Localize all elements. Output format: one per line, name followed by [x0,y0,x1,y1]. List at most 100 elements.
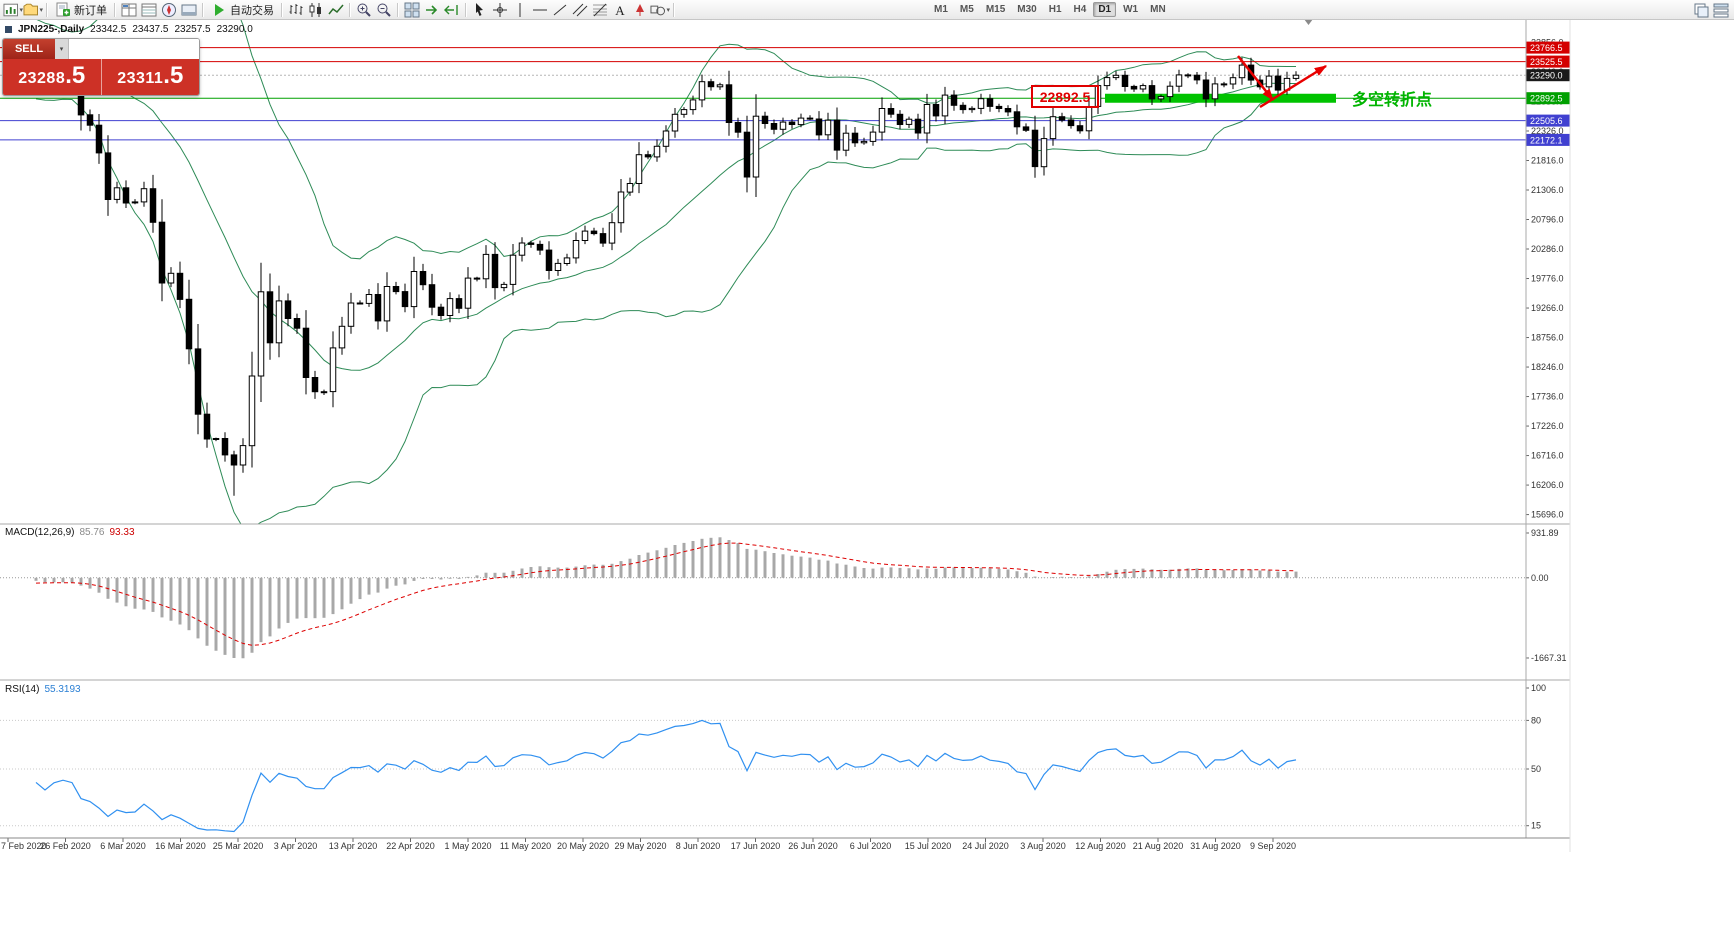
window-list-icon[interactable] [1711,1,1731,18]
timeframe-M1[interactable]: M1 [934,4,948,15]
autotrade-button[interactable]: 自动交易 [207,1,278,18]
svg-text:18246.0: 18246.0 [1531,362,1564,372]
profiles-icon[interactable]: ▾ [23,1,43,18]
terminal-icon[interactable] [179,1,199,18]
svg-text:9 Sep 2020: 9 Sep 2020 [1250,841,1296,851]
bar-chart-icon[interactable] [286,1,306,18]
one-click-trading-panel: SELL ▾ ▲ ▼ BUY 23288 .5 23311 .5 [2,38,200,96]
trendline-icon[interactable] [550,1,570,18]
chart-shift-icon[interactable] [442,1,462,18]
svg-text:13 Apr 2020: 13 Apr 2020 [329,841,378,851]
svg-text:931.89: 931.89 [1531,528,1559,538]
svg-text:23525.5: 23525.5 [1530,57,1563,67]
svg-text:22326.0: 22326.0 [1531,126,1564,136]
ohlc-close: 23290.0 [216,24,253,35]
tile-windows-icon[interactable] [402,1,422,18]
toolbar: ▾ ▾ 新订单 自动交易 A ▾ M1 M5 M15 M30 H1 H4 D1 W1 MN [0,0,1734,20]
svg-text:22505.6: 22505.6 [1530,116,1563,126]
volume-input[interactable] [69,39,199,59]
svg-text:16206.0: 16206.0 [1531,480,1564,490]
svg-text:20796.0: 20796.0 [1531,215,1564,225]
macd-pane [0,537,1526,659]
trade-panel-price-row: 23288 .5 23311 .5 [3,59,199,95]
line-chart-icon[interactable] [326,1,346,18]
timeframe-M30[interactable]: M30 [1017,4,1037,15]
timeframe-M15[interactable]: M15 [985,4,1006,15]
price-scale[interactable]: 23856.023346.022836.022326.021816.021306… [1526,37,1567,831]
price-tag-22892.5: 22892.5 [1526,92,1570,105]
chart-icon [5,26,12,33]
sell-price[interactable]: 23288 .5 [3,59,102,95]
zoom-out-icon[interactable] [374,1,394,18]
timeframe-M5[interactable]: M5 [959,4,974,15]
price-tag-23525.5: 23525.5 [1526,55,1570,68]
svg-text:21 Aug 2020: 21 Aug 2020 [1133,841,1184,851]
bollinger-lower-band [35,98,1296,524]
macd-main-value: 85.76 [79,527,105,538]
arrow-label-icon[interactable] [630,1,650,18]
price-tag-23290.0: 23290.0 [1526,69,1570,82]
timeframe-H4[interactable]: H4 [1073,4,1087,15]
svg-text:17226.0: 17226.0 [1531,421,1564,431]
sell-button[interactable]: SELL [3,39,55,59]
ohlc-open: 23342.5 [90,24,127,35]
svg-text:8 Jun 2020: 8 Jun 2020 [676,841,721,851]
svg-text:24 Jul 2020: 24 Jul 2020 [962,841,1009,851]
next-window-icon[interactable] [1691,1,1711,18]
data-window-icon[interactable] [139,1,159,18]
svg-text:-1667.31: -1667.31 [1531,653,1567,663]
rsi-title: RSI(14) [5,684,40,695]
timeframe-D1[interactable]: D1 [1093,2,1117,17]
svg-text:20 May 2020: 20 May 2020 [557,841,609,851]
macd-indicator-label: MACD(12,26,9) 85.76 93.33 [5,527,135,538]
chart-title: JPN225-,Daily 23342.5 23437.5 23257.5 23… [5,24,253,35]
svg-text:22892.5: 22892.5 [1530,94,1563,104]
ohlc-high: 23437.5 [132,24,169,35]
support-level-callout[interactable]: 22892.5 [1031,85,1099,108]
vertical-line-icon[interactable] [510,1,530,18]
chart-shift-marker[interactable] [1304,19,1313,25]
svg-text:18756.0: 18756.0 [1531,333,1564,343]
svg-text:3 Apr 2020: 3 Apr 2020 [274,841,318,851]
text-icon[interactable]: A [610,1,630,18]
svg-text:7 Feb 2020: 7 Feb 2020 [1,841,47,851]
toolbar-separator [465,2,467,17]
one-click-menu-dropdown[interactable]: ▾ [55,39,69,59]
zoom-in-icon[interactable] [354,1,374,18]
rsi-pane [0,719,1526,833]
svg-text:20286.0: 20286.0 [1531,244,1564,254]
annotation-arrow-1[interactable] [1237,55,1274,101]
svg-text:23290.0: 23290.0 [1530,71,1563,81]
main-price-pane [0,17,1526,524]
auto-scroll-icon[interactable] [422,1,442,18]
horizontal-line-icon[interactable] [530,1,550,18]
toolbar-separator [397,2,399,17]
timeframe-W1[interactable]: W1 [1123,4,1139,15]
svg-text:21306.0: 21306.0 [1531,185,1564,195]
annotation-arrow-2[interactable] [1259,64,1328,109]
new-order-button[interactable]: 新订单 [51,1,111,18]
timeframe-H1[interactable]: H1 [1048,4,1062,15]
market-watch-icon[interactable] [119,1,139,18]
navigator-icon[interactable] [159,1,179,18]
candlestick-chart-icon[interactable] [306,1,326,18]
fibonacci-icon[interactable] [590,1,610,18]
cursor-icon[interactable] [470,1,490,18]
macd-title: MACD(12,26,9) [5,527,75,538]
toolbar-separator [202,2,204,17]
crosshair-icon[interactable] [490,1,510,18]
svg-text:19266.0: 19266.0 [1531,303,1564,313]
svg-text:17 Jun 2020: 17 Jun 2020 [731,841,781,851]
candlestick-series [32,52,1300,496]
svg-text:50: 50 [1531,764,1541,774]
shapes-icon[interactable]: ▾ [650,1,670,18]
new-chart-icon[interactable]: ▾ [3,1,23,18]
toolbar-separator [46,2,48,17]
timeframe-MN[interactable]: MN [1150,4,1166,15]
buy-price[interactable]: 23311 .5 [117,62,184,89]
svg-text:15 Jul 2020: 15 Jul 2020 [905,841,952,851]
channel-icon[interactable] [570,1,590,18]
svg-text:19776.0: 19776.0 [1531,274,1564,284]
